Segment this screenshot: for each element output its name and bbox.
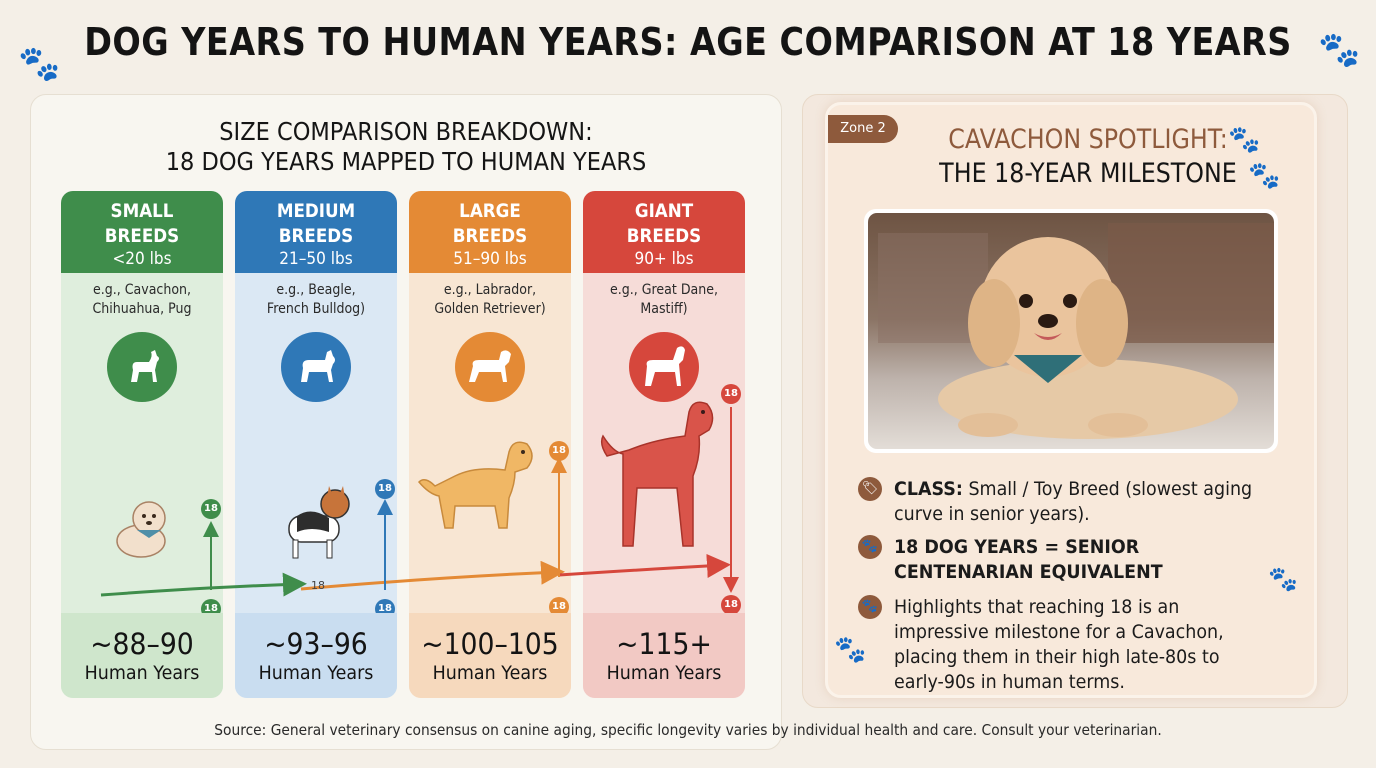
breed-examples: e.g., Labrador, Golden Retriever) bbox=[434, 282, 546, 317]
breed-examples: e.g., Cavachon, Chihuahua, Pug bbox=[92, 282, 192, 317]
beagle-illustration bbox=[288, 486, 350, 559]
decorative-paw-icon: 🐾 bbox=[834, 635, 867, 665]
column-footer: ~88–90 Human Years bbox=[61, 613, 223, 698]
cavachon-photo-frame bbox=[864, 209, 1278, 453]
column-small-breeds: SMALL BREEDS <20 lbs e.g., Cavachon, Chi… bbox=[61, 191, 223, 698]
size-comparison-panel: SIZE COMPARISON BREAKDOWN: 18 DOG YEARS … bbox=[30, 94, 782, 750]
breed-size-name: GIANT BREEDS bbox=[626, 200, 702, 247]
cavachon-illustration bbox=[116, 501, 166, 558]
section-title: SIZE COMPARISON BREAKDOWN: 18 DOG YEARS … bbox=[69, 117, 744, 177]
decorative-paw-icon: 🐾 bbox=[1318, 30, 1361, 70]
weight-range: 21–50 lbs bbox=[279, 249, 353, 269]
cavachon-spotlight-card: Zone 2 🐾 🐾 🐾 🐾 CAVACHON SPOTLIGHT: THE 1… bbox=[825, 102, 1317, 698]
bullet-label: 18 DOG YEARS = SENIOR CENTENARIAN EQUIVA… bbox=[894, 536, 1163, 583]
bullet-label: CLASS: bbox=[894, 478, 963, 500]
age-marker: 18 bbox=[201, 499, 221, 519]
section-title-line2: 18 DOG YEARS MAPPED TO HUMAN YEARS bbox=[165, 147, 647, 176]
large-dog-icon bbox=[455, 332, 525, 402]
age-timeline-arrows: 18 bbox=[100, 407, 739, 597]
column-footer: ~115+ Human Years bbox=[583, 613, 745, 698]
breed-size-name: SMALL BREEDS bbox=[104, 200, 180, 247]
column-header: GIANT BREEDS 90+ lbs bbox=[583, 191, 745, 273]
column-header: MEDIUM BREEDS 21–50 lbs bbox=[235, 191, 397, 273]
weight-range: <20 lbs bbox=[112, 249, 172, 269]
great-dane-illustration bbox=[600, 401, 714, 547]
column-footer: ~100–105 Human Years bbox=[409, 613, 571, 698]
column-large-breeds: LARGE BREEDS 51–90 lbs e.g., Labrador, G… bbox=[409, 191, 571, 698]
column-header: LARGE BREEDS 51–90 lbs bbox=[409, 191, 571, 273]
human-age-value: ~93–96 bbox=[264, 627, 368, 661]
section-title-line1: SIZE COMPARISON BREAKDOWN: bbox=[219, 117, 593, 146]
spotlight-title: CAVACHON SPOTLIGHT: THE 18-YEAR MILESTON… bbox=[912, 123, 1264, 191]
column-footer: ~93–96 Human Years bbox=[235, 613, 397, 698]
paw-icon: 🐾 bbox=[858, 535, 882, 559]
giant-dog-icon bbox=[629, 332, 699, 402]
human-age-unit: Human Years bbox=[432, 662, 548, 684]
age-marker: 18 bbox=[375, 479, 395, 499]
page-title: DOG YEARS TO HUMAN YEARS: AGE COMPARISON… bbox=[84, 20, 1292, 64]
bullet-text: Small / Toy Breed (slowest aging curve i… bbox=[894, 478, 1253, 525]
breed-size-name: LARGE BREEDS bbox=[452, 200, 528, 247]
weight-range: 51–90 lbs bbox=[453, 249, 527, 269]
age-marker: 18 bbox=[549, 441, 569, 461]
timeline-label: 18 bbox=[311, 579, 325, 592]
human-age-value: ~100–105 bbox=[421, 627, 559, 661]
human-age-unit: Human Years bbox=[258, 662, 374, 684]
breed-examples: e.g., Beagle, French Bulldog) bbox=[266, 282, 366, 317]
source-note: Source: General veterinary consensus on … bbox=[214, 721, 1162, 739]
age-marker: 18 bbox=[721, 384, 741, 404]
column-medium-breeds: MEDIUM BREEDS 21–50 lbs e.g., Beagle, Fr… bbox=[235, 191, 397, 698]
column-giant-breeds: GIANT BREEDS 90+ lbs e.g., Great Dane, M… bbox=[583, 191, 745, 698]
small-dog-icon bbox=[107, 332, 177, 402]
bullet-text: Highlights that reaching 18 is an impres… bbox=[894, 596, 1224, 693]
zone-tag: Zone 2 bbox=[828, 115, 898, 143]
golden-retriever-illustration bbox=[417, 441, 533, 529]
decorative-paw-icon: 🐾 bbox=[1248, 161, 1281, 191]
weight-range: 90+ lbs bbox=[634, 249, 694, 269]
decorative-paw-icon: 🐾 bbox=[1268, 565, 1298, 593]
cavachon-photo bbox=[868, 213, 1274, 449]
paw-tag-icon: 🏷 bbox=[858, 477, 882, 501]
human-age-unit: Human Years bbox=[84, 662, 200, 684]
breed-examples: e.g., Great Dane, Mastiff) bbox=[609, 282, 719, 317]
age-marker: 18 bbox=[721, 595, 741, 615]
medium-dog-icon bbox=[281, 332, 351, 402]
decorative-paw-icon: 🐾 bbox=[1228, 125, 1261, 155]
human-age-unit: Human Years bbox=[606, 662, 722, 684]
spotlight-title-line2: THE 18-YEAR MILESTONE bbox=[939, 158, 1237, 189]
breed-size-name: MEDIUM BREEDS bbox=[276, 200, 356, 247]
age-marker: 18 bbox=[549, 597, 569, 617]
paw-icon: 🐾 bbox=[858, 595, 882, 619]
decorative-paw-icon: 🐾 bbox=[18, 44, 61, 84]
human-age-value: ~115+ bbox=[616, 627, 712, 661]
human-age-value: ~88–90 bbox=[90, 627, 194, 661]
spotlight-title-line1: CAVACHON SPOTLIGHT: bbox=[948, 124, 1228, 155]
column-header: SMALL BREEDS <20 lbs bbox=[61, 191, 223, 273]
